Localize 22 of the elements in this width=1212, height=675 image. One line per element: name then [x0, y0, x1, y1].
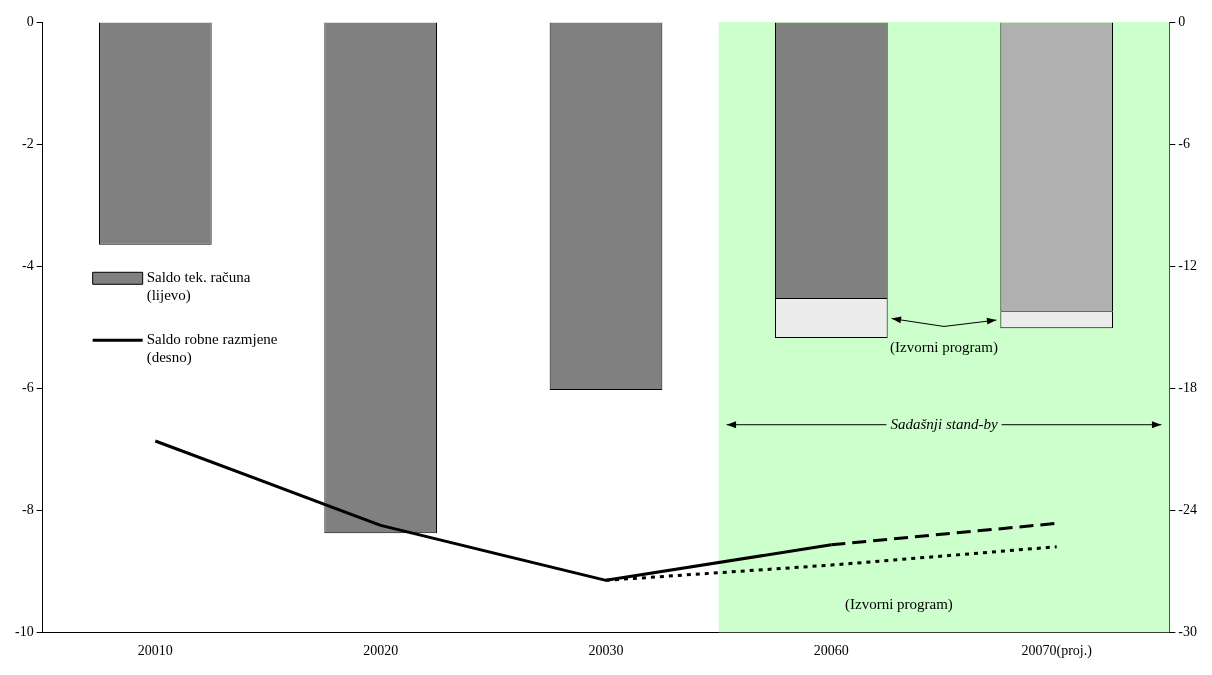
y-tick-label: 0 [26, 13, 34, 29]
x-tick-label: 20010 [137, 643, 173, 659]
x-tick-label: 20060 [813, 643, 849, 659]
y2-tick-label: -12 [1178, 257, 1198, 273]
y-tick-label: -4 [21, 257, 34, 273]
y-tick-label: -10 [14, 623, 34, 639]
y2-tick-label: -18 [1178, 379, 1198, 395]
y2-tick-label: -6 [1178, 135, 1191, 151]
y-tick-label: -8 [21, 501, 34, 517]
annotation: (Izvorni program) [890, 339, 998, 357]
x-tick-label: 20070(proj.) [1021, 643, 1093, 660]
y-tick-label: -2 [21, 135, 34, 151]
y2-tick-label: -30 [1178, 623, 1198, 639]
x-tick-label: 20030 [588, 643, 624, 659]
y2-tick-label: -24 [1178, 501, 1198, 517]
y2-tick-label: 0 [1178, 13, 1186, 29]
annotation: (Izvorni program) [845, 595, 953, 613]
y-tick-label: -6 [21, 379, 34, 395]
legend-label: Saldo tek. računa (lijevo) [146, 269, 251, 305]
x-tick-label: 20020 [363, 643, 399, 659]
band-label: Sadašnji stand-by [890, 415, 998, 432]
legend-label: Saldo robne razmjene (desno) [146, 331, 278, 367]
